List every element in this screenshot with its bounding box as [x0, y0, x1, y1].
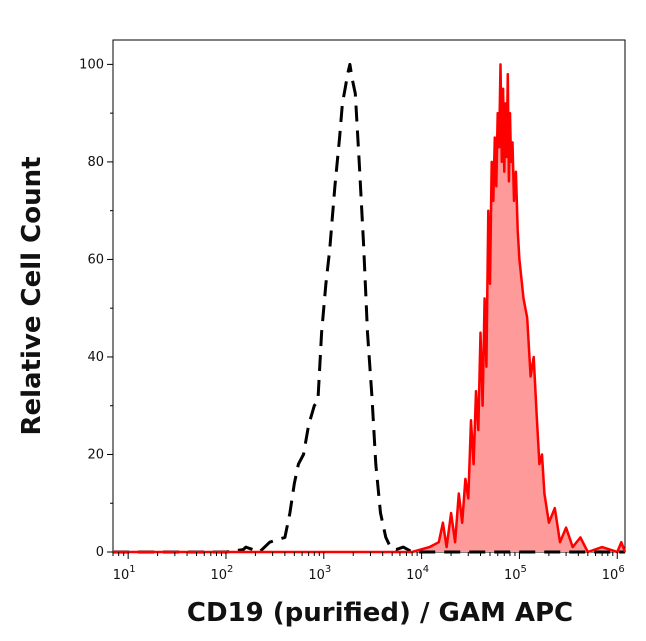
x-tick-label: 102 [211, 564, 234, 583]
x-tick-label: 101 [113, 564, 136, 583]
series-0-line [113, 62, 625, 554]
y-tick-label: 40 [87, 350, 104, 365]
y-tick-label: 80 [87, 155, 104, 170]
series-1-fill [113, 64, 625, 553]
plot-frame [112, 39, 626, 553]
histogram-curves [113, 62, 627, 554]
x-axis-ticks: 101 102 103 104 105 106 [112, 552, 625, 583]
series-1-line [113, 63, 627, 554]
x-tick-label: 105 [504, 564, 527, 583]
y-axis-title: Relative Cell Count [17, 156, 47, 435]
x-axis-title: CD19 (purified) / GAM APC [187, 598, 573, 628]
y-tick-label: 20 [87, 447, 104, 462]
y-tick-label: 100 [79, 57, 104, 72]
y-tick-label: 0 [96, 545, 104, 560]
x-tick-label: 106 [602, 564, 625, 583]
x-tick-label: 103 [308, 564, 331, 583]
x-tick-label: 104 [406, 564, 429, 583]
y-tick-label: 60 [87, 252, 104, 267]
y-axis-ticks: 0 20 40 60 80 100 [79, 57, 113, 560]
